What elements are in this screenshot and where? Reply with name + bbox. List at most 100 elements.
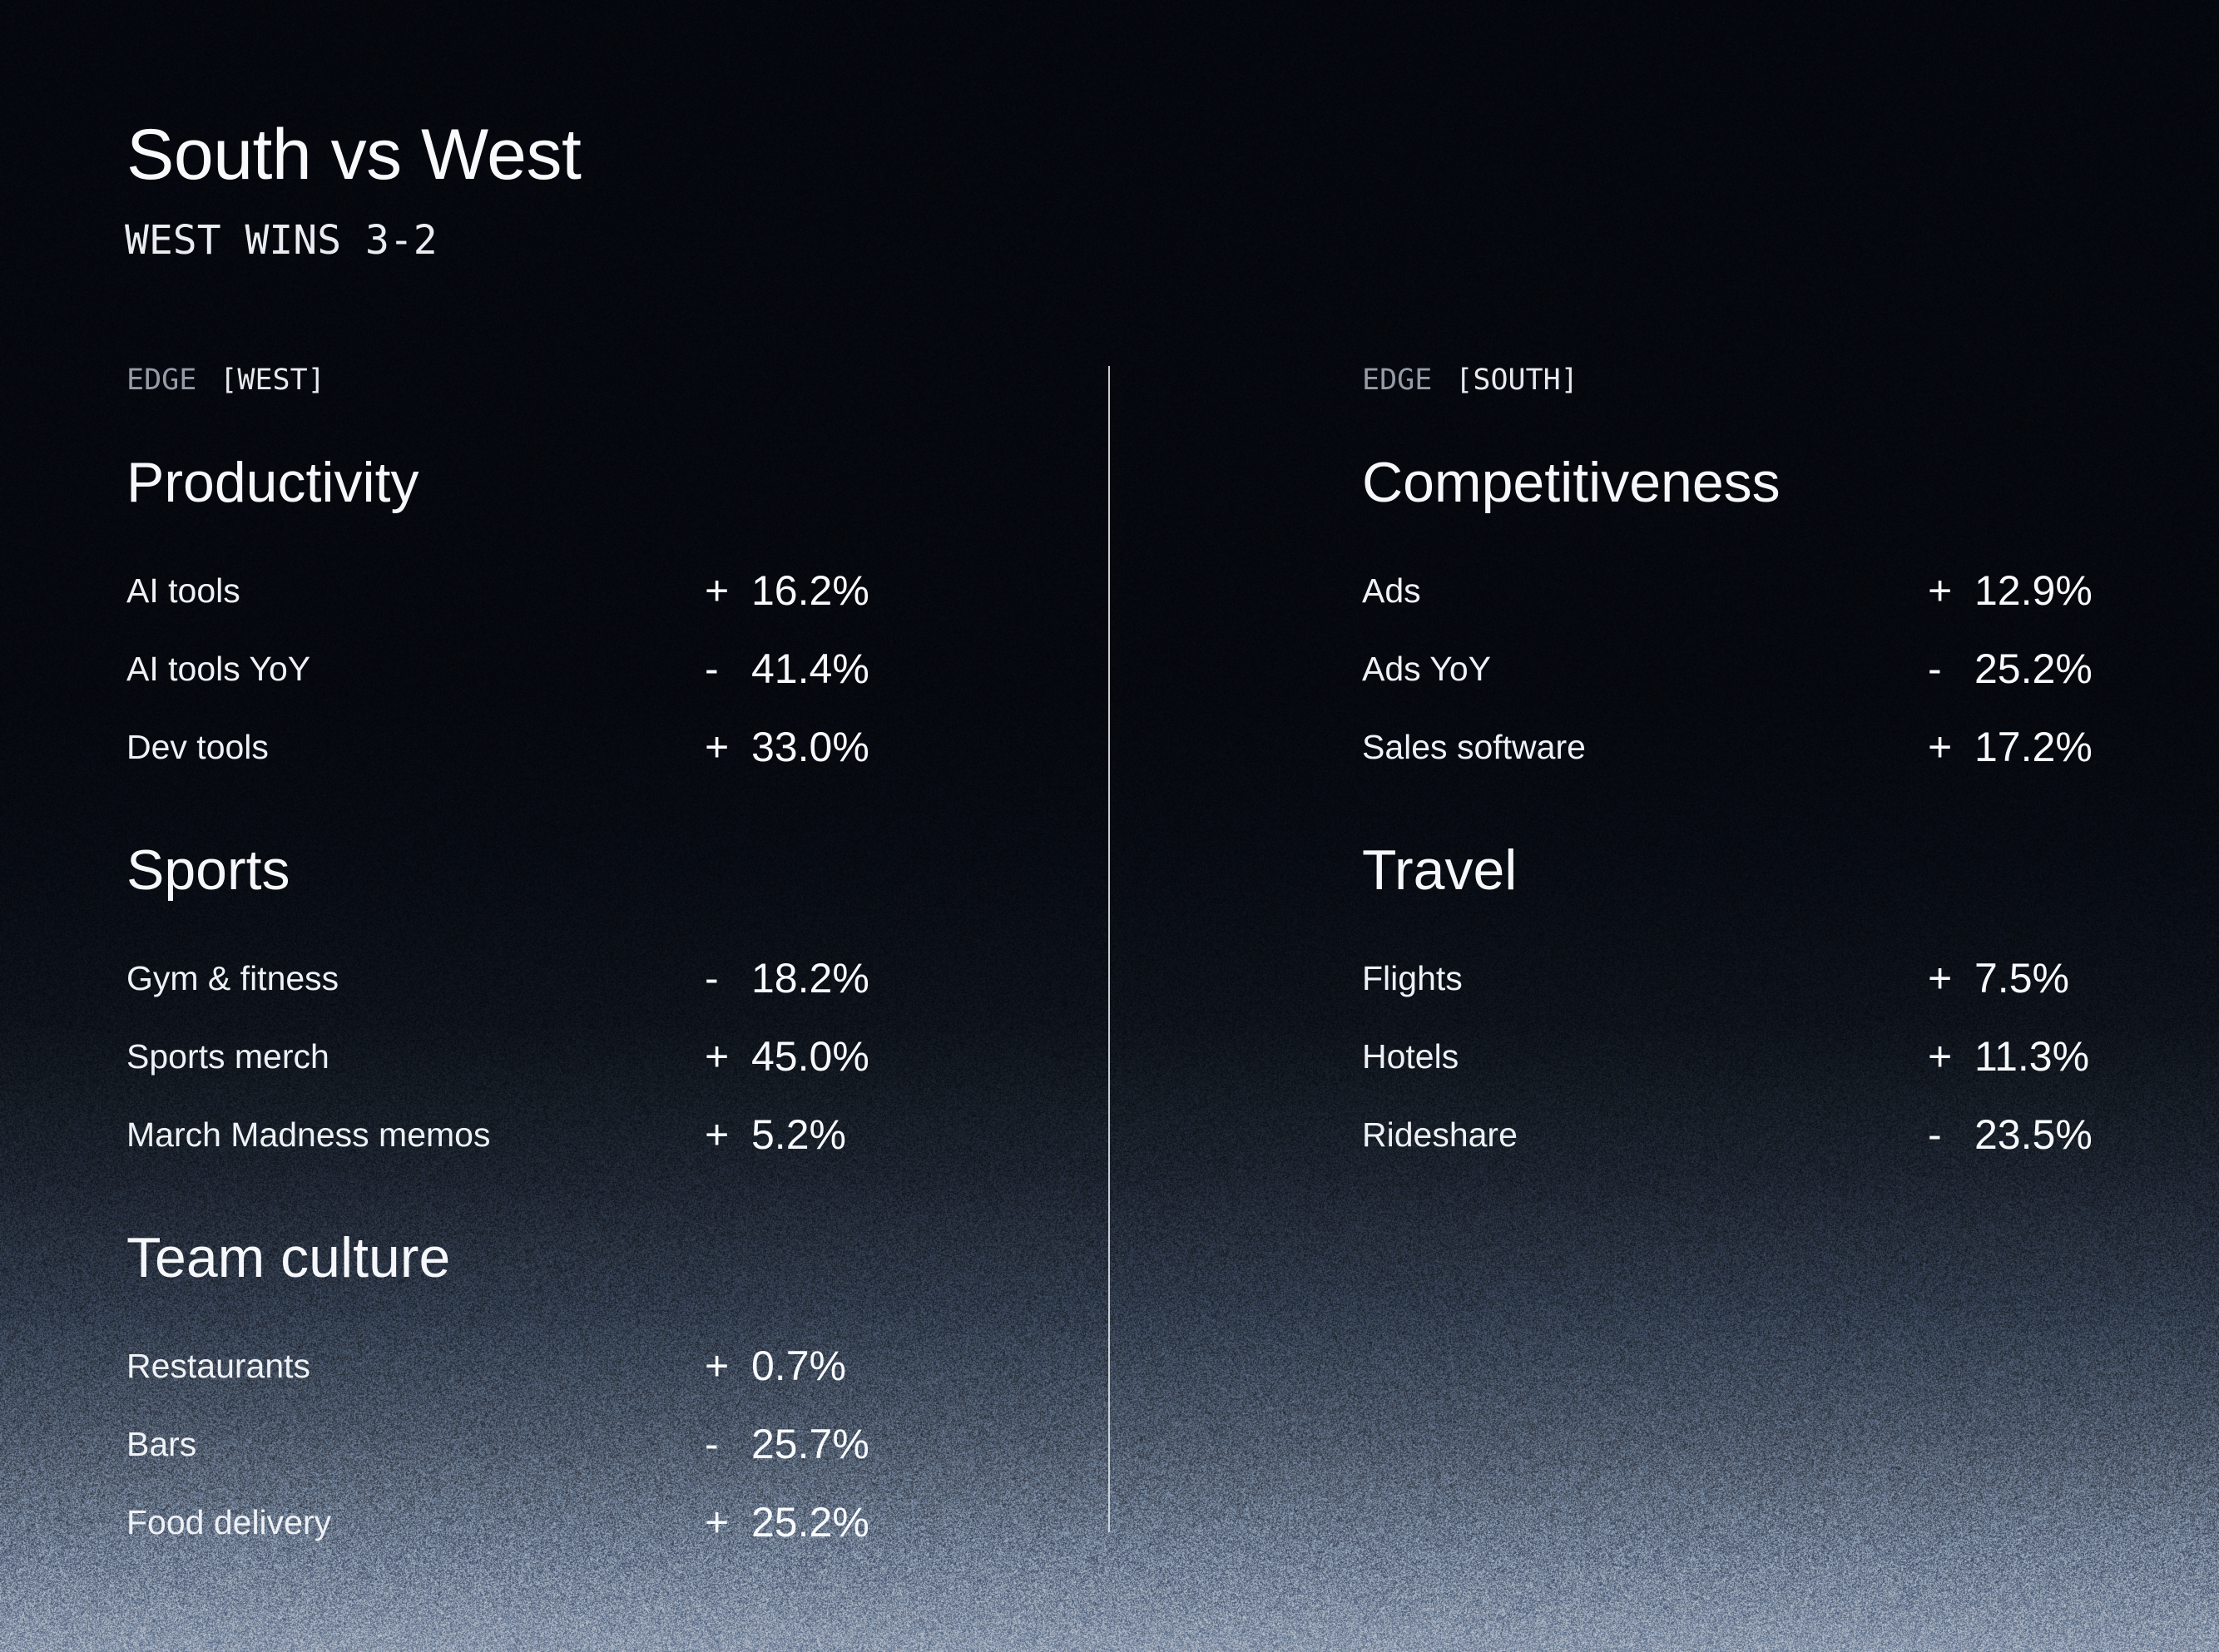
stat-number: 33.0% [751, 724, 869, 770]
section-travel: Travel Flights +7.5% Hotels +11.3% Rides… [1362, 840, 2219, 1155]
stat-sign: + [705, 571, 733, 611]
stat-label: Food delivery [126, 1503, 331, 1541]
stat-row: Ads +12.9% [1362, 571, 2219, 611]
section-heading: Productivity [126, 453, 1042, 512]
stat-number: 25.2% [1974, 645, 2093, 692]
section-heading: Competitiveness [1362, 453, 2219, 512]
section-heading: Travel [1362, 840, 2219, 900]
edge-label-west: EDGE [WEST] [126, 364, 1042, 396]
section-rows: Ads +12.9% Ads YoY -25.2% Sales software… [1362, 571, 2219, 767]
stat-sign: - [1928, 1115, 1956, 1155]
stat-sign: + [1928, 727, 1956, 767]
stat-sign: + [1928, 958, 1956, 998]
stat-number: 25.7% [751, 1421, 869, 1467]
stat-value: +7.5% [1928, 958, 2069, 998]
stat-sign: + [705, 1115, 733, 1155]
stat-row: AI tools YoY -41.4% [126, 649, 1042, 689]
stat-sign: + [705, 1036, 733, 1076]
stat-value: +17.2% [1928, 727, 2093, 767]
stat-sign: - [705, 958, 733, 998]
stat-number: 0.7% [751, 1343, 846, 1389]
stat-label: Ads [1362, 571, 1421, 610]
slide-content: South vs West WEST WINS 3-2 EDGE [WEST] P… [0, 0, 2219, 1652]
stat-label: March Madness memos [126, 1115, 490, 1154]
stat-label: Gym & fitness [126, 959, 339, 997]
section-team-culture: Team culture Restaurants +0.7% Bars -25.… [126, 1228, 1042, 1542]
stat-value: -25.2% [1928, 649, 2093, 689]
stat-value: +16.2% [705, 571, 869, 611]
stat-number: 17.2% [1974, 724, 2093, 770]
stat-value: -18.2% [705, 958, 869, 998]
stat-sign: + [1928, 571, 1956, 611]
stat-value: +25.2% [705, 1502, 869, 1542]
section-rows: AI tools +16.2% AI tools YoY -41.4% Dev … [126, 571, 1042, 767]
stat-number: 25.2% [751, 1499, 869, 1546]
column-south: EDGE [SOUTH] Competitiveness Ads +12.9% A… [1362, 364, 2219, 1155]
stat-label: Flights [1362, 959, 1463, 997]
stat-number: 41.4% [751, 645, 869, 692]
stat-row: Food delivery +25.2% [126, 1502, 1042, 1542]
stat-value: +12.9% [1928, 571, 2093, 611]
stat-sign: + [705, 1346, 733, 1386]
stat-label: Ads YoY [1362, 650, 1491, 688]
stat-label: Restaurants [126, 1347, 310, 1385]
stat-label: Bars [126, 1425, 196, 1463]
section-competitiveness: Competitiveness Ads +12.9% Ads YoY -25.2… [1362, 453, 2219, 767]
section-productivity: Productivity AI tools +16.2% AI tools Yo… [126, 453, 1042, 767]
stat-number: 11.3% [1974, 1033, 2089, 1080]
stat-number: 23.5% [1974, 1111, 2093, 1158]
stat-sign: - [705, 1424, 733, 1464]
page-title: South vs West [126, 116, 581, 193]
stat-sign: + [705, 727, 733, 767]
stat-row: Rideshare -23.5% [1362, 1115, 2219, 1155]
stat-value: +5.2% [705, 1115, 846, 1155]
edge-prefix: EDGE [1362, 364, 1432, 397]
stat-label: AI tools [126, 571, 240, 610]
stat-value: -41.4% [705, 649, 869, 689]
edge-prefix: EDGE [126, 364, 196, 397]
stat-value: -23.5% [1928, 1115, 2093, 1155]
column-west: EDGE [WEST] Productivity AI tools +16.2% … [126, 364, 1042, 1542]
stat-number: 16.2% [751, 567, 869, 614]
section-rows: Gym & fitness -18.2% Sports merch +45.0%… [126, 958, 1042, 1155]
stat-label: Sales software [1362, 728, 1586, 766]
section-rows: Restaurants +0.7% Bars -25.7% Food deliv… [126, 1346, 1042, 1542]
edge-label-south: EDGE [SOUTH] [1362, 364, 2219, 396]
stat-row: Sales software +17.2% [1362, 727, 2219, 767]
stat-number: 5.2% [751, 1111, 846, 1158]
stat-value: +33.0% [705, 727, 869, 767]
stat-number: 12.9% [1974, 567, 2093, 614]
stat-row: AI tools +16.2% [126, 571, 1042, 611]
stat-row: March Madness memos +5.2% [126, 1115, 1042, 1155]
stat-sign: + [705, 1502, 733, 1542]
stat-label: Dev tools [126, 728, 269, 766]
stat-row: Bars -25.7% [126, 1424, 1042, 1464]
stat-row: Dev tools +33.0% [126, 727, 1042, 767]
stat-row: Sports merch +45.0% [126, 1036, 1042, 1076]
stat-value: -25.7% [705, 1424, 869, 1464]
stat-value: +45.0% [705, 1036, 869, 1076]
page-subtitle: WEST WINS 3-2 [125, 218, 438, 263]
stat-label: Hotels [1362, 1037, 1459, 1076]
stat-value: +11.3% [1928, 1036, 2089, 1076]
section-heading: Sports [126, 840, 1042, 900]
stat-sign: - [1928, 649, 1956, 689]
stat-label: Rideshare [1362, 1115, 1518, 1154]
edge-team: [SOUTH] [1455, 364, 1578, 397]
section-sports: Sports Gym & fitness -18.2% Sports merch… [126, 840, 1042, 1155]
stat-row: Hotels +11.3% [1362, 1036, 2219, 1076]
section-heading: Team culture [126, 1228, 1042, 1288]
stat-row: Flights +7.5% [1362, 958, 2219, 998]
stat-number: 18.2% [751, 955, 869, 1002]
stat-number: 7.5% [1974, 955, 2069, 1002]
section-rows: Flights +7.5% Hotels +11.3% Rideshare -2… [1362, 958, 2219, 1155]
stat-value: +0.7% [705, 1346, 846, 1386]
edge-team: [WEST] [220, 364, 324, 397]
slide: South vs West WEST WINS 3-2 EDGE [WEST] P… [0, 0, 2219, 1652]
stat-sign: - [705, 649, 733, 689]
stat-sign: + [1928, 1036, 1956, 1076]
stat-number: 45.0% [751, 1033, 869, 1080]
stat-row: Gym & fitness -18.2% [126, 958, 1042, 998]
stat-row: Ads YoY -25.2% [1362, 649, 2219, 689]
column-divider [1108, 366, 1110, 1532]
